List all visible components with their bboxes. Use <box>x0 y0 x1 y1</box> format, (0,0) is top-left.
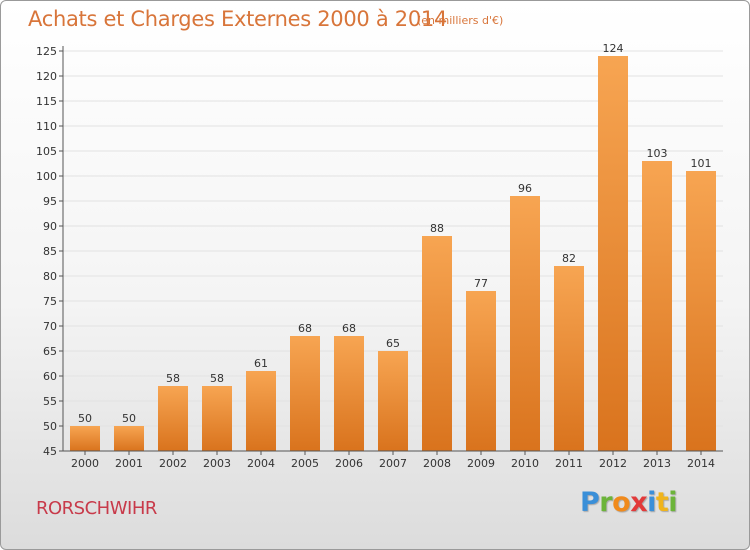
bar-2000 <box>70 426 100 451</box>
x-tick-label: 2004 <box>247 457 275 470</box>
y-tick-label: 105 <box>36 145 57 158</box>
x-tick-label: 2013 <box>643 457 671 470</box>
bar-2004 <box>246 371 276 451</box>
y-tick-label: 65 <box>43 345 57 358</box>
x-tick-label: 2009 <box>467 457 495 470</box>
x-tick-label: 2006 <box>335 457 363 470</box>
value-label-2005: 68 <box>298 322 312 335</box>
value-label-2007: 65 <box>386 337 400 350</box>
logo-letter: i <box>647 487 656 518</box>
value-label-2004: 61 <box>254 357 268 370</box>
bar-2007 <box>378 351 408 451</box>
x-tick-label: 2011 <box>555 457 583 470</box>
value-label-2001: 50 <box>122 412 136 425</box>
bars <box>70 56 716 451</box>
x-tick-label: 2007 <box>379 457 407 470</box>
logo-letter: t <box>655 487 669 518</box>
value-label-2006: 68 <box>342 322 356 335</box>
y-tick-label: 100 <box>36 170 57 183</box>
logo-letter: P <box>580 487 600 518</box>
y-tick-label: 45 <box>43 445 57 458</box>
y-tick-label: 85 <box>43 245 57 258</box>
y-tick-label: 95 <box>43 195 57 208</box>
proxiti-logo: Proxiti <box>580 487 678 518</box>
y-tick-label: 60 <box>43 370 57 383</box>
bar-2010 <box>510 196 540 451</box>
axes <box>59 46 723 455</box>
y-tick-label: 70 <box>43 320 57 333</box>
bar-2001 <box>114 426 144 451</box>
y-tick-label: 125 <box>36 45 57 58</box>
bar-2011 <box>554 266 584 451</box>
logo-letter: o <box>612 487 631 518</box>
value-label-2010: 96 <box>518 182 532 195</box>
bar-2003 <box>202 386 232 451</box>
value-label-2009: 77 <box>474 277 488 290</box>
logo-letter: i <box>668 487 678 518</box>
y-tick-label: 80 <box>43 270 57 283</box>
labels: 45 50 55 60 65 70 75 80 85 90 95 100 105 110 115 120 125… <box>36 42 715 470</box>
x-tick-label: 2014 <box>687 457 715 470</box>
y-tick-label: 120 <box>36 70 57 83</box>
value-label-2011: 82 <box>562 252 576 265</box>
bar-2013 <box>642 161 672 451</box>
chart-subtitle: (en milliers d'€) <box>417 14 504 27</box>
chart-title: Achats et Charges Externes 2000 à 2014 <box>28 7 448 31</box>
value-label-2000: 50 <box>78 412 92 425</box>
y-tick-label: 110 <box>36 120 57 133</box>
bar-2009 <box>466 291 496 451</box>
x-tick-label: 2002 <box>159 457 187 470</box>
bar-2002 <box>158 386 188 451</box>
value-label-2014: 101 <box>691 157 712 170</box>
bar-2014 <box>686 171 716 451</box>
x-tick-label: 2003 <box>203 457 231 470</box>
y-tick-label: 115 <box>36 95 57 108</box>
x-tick-label: 2008 <box>423 457 451 470</box>
value-label-2012: 124 <box>603 42 624 55</box>
bar-2005 <box>290 336 320 451</box>
x-tick-label: 2012 <box>599 457 627 470</box>
bar-2008 <box>422 236 452 451</box>
bar-2012 <box>598 56 628 451</box>
x-tick-label: 2001 <box>115 457 143 470</box>
x-tick-label: 2005 <box>291 457 319 470</box>
value-label-2013: 103 <box>647 147 668 160</box>
x-tick-label: 2000 <box>71 457 99 470</box>
y-tick-label: 75 <box>43 295 57 308</box>
value-label-2003: 58 <box>210 372 224 385</box>
logo-letter: r <box>599 487 613 518</box>
location-label: RORSCHWIHR <box>36 498 157 519</box>
value-label-2008: 88 <box>430 222 444 235</box>
x-tick-label: 2010 <box>511 457 539 470</box>
value-label-2002: 58 <box>166 372 180 385</box>
y-tick-label: 55 <box>43 395 57 408</box>
logo-letter: x <box>630 487 648 518</box>
y-tick-label: 50 <box>43 420 57 433</box>
y-tick-label: 90 <box>43 220 57 233</box>
bar-2006 <box>334 336 364 451</box>
